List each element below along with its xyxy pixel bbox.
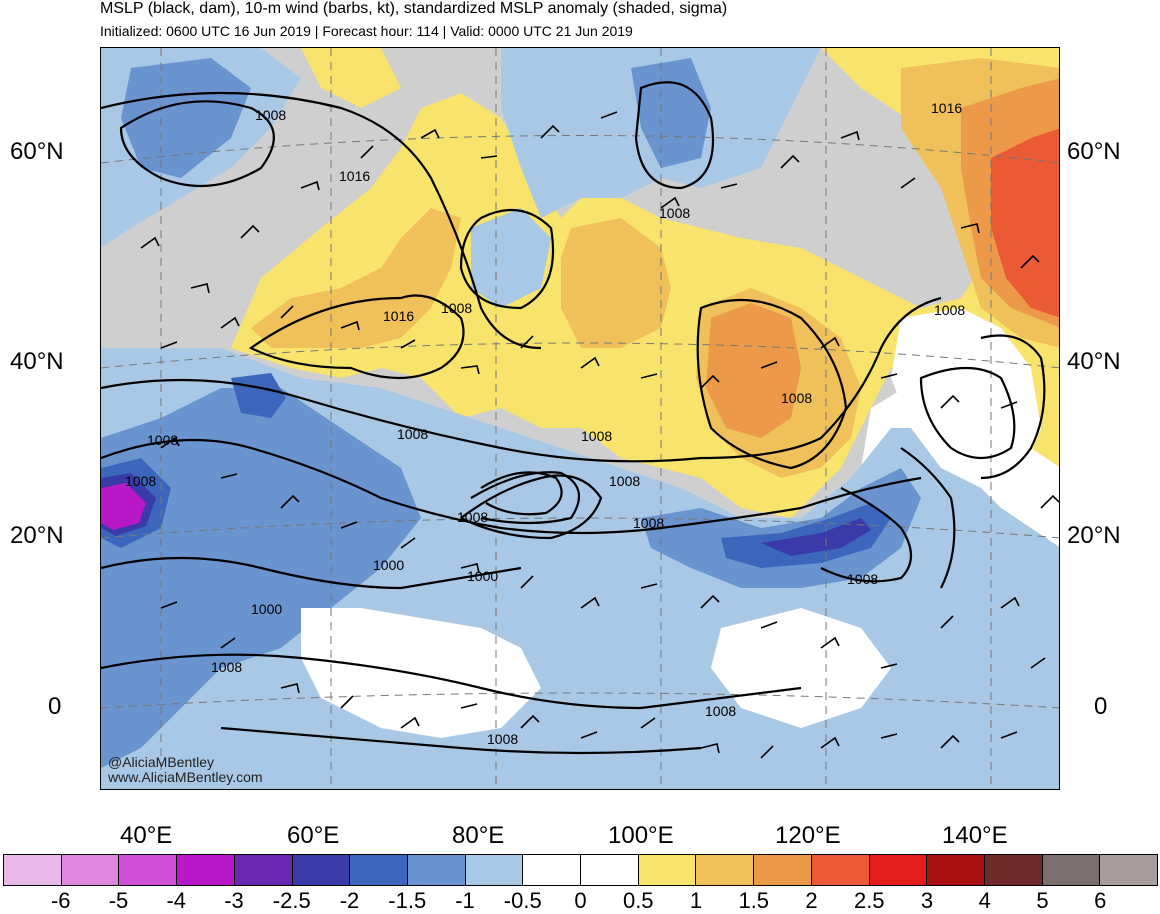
colorbar-cell bbox=[1042, 855, 1101, 885]
colorbar-cell bbox=[177, 855, 235, 885]
contour-label: 1008 bbox=[781, 390, 812, 406]
colorbar-cell bbox=[1100, 855, 1158, 885]
colorbar-cell bbox=[119, 855, 178, 885]
contour-label: 1000 bbox=[251, 601, 282, 617]
credit-handle: @AliciaMBentley bbox=[108, 754, 215, 770]
anomaly-negative-2-east bbox=[761, 518, 871, 556]
colorbar-tick-label: -3 bbox=[224, 888, 244, 913]
anomaly-negative-1-south bbox=[101, 388, 421, 768]
lat-label-right-60n: 60°N bbox=[1067, 138, 1121, 165]
lon-label-80e: 80°E bbox=[452, 822, 505, 849]
contour-label: 1008 bbox=[581, 428, 612, 444]
colorbar-tick-label: 4 bbox=[978, 888, 991, 913]
colorbar-tick-label: -0.5 bbox=[503, 888, 542, 913]
colorbar-cell bbox=[523, 855, 582, 885]
contour-label: 1008 bbox=[397, 426, 428, 442]
colorbar-cell bbox=[581, 855, 639, 885]
colorbar-cell bbox=[407, 855, 466, 885]
colorbar-cell bbox=[465, 855, 524, 885]
lat-label-right-40n: 40°N bbox=[1067, 348, 1121, 375]
lat-label-left-0: 0 bbox=[48, 693, 62, 720]
colorbar-tick-label: 6 bbox=[1094, 888, 1107, 913]
credit-website: www.AliciaMBentley.com bbox=[108, 769, 263, 785]
colorbar-cell bbox=[927, 855, 985, 885]
contour-label: 1008 bbox=[441, 300, 472, 316]
anomaly-neutral-zone bbox=[301, 608, 541, 738]
colorbar-tick-label: 0 bbox=[574, 888, 587, 913]
lon-label-100e: 100°E bbox=[608, 822, 674, 849]
contour-label: 1008 bbox=[705, 703, 736, 719]
colorbar-cell bbox=[984, 855, 1043, 885]
colorbar-cell bbox=[234, 855, 293, 885]
anomaly-negative-1-east bbox=[641, 468, 921, 588]
colorbar-tick-label: -5 bbox=[108, 888, 129, 913]
colorbar-tick-label: 1.5 bbox=[738, 888, 770, 913]
contour-label: 1008 bbox=[125, 473, 156, 489]
colorbar-tick-label: -1 bbox=[455, 888, 475, 913]
lon-label-120e: 120°E bbox=[775, 822, 841, 849]
anomaly-neutral-zone-east bbox=[891, 308, 1041, 488]
map-canvas: 1008 1016 1008 1016 1008 1016 1008 1008 … bbox=[101, 48, 1059, 789]
lat-label-right-0: 0 bbox=[1094, 693, 1108, 720]
contour-label: 1008 bbox=[633, 515, 664, 531]
colorbar-tick-label: -4 bbox=[166, 888, 187, 913]
colorbar-cell bbox=[811, 855, 870, 885]
wind-barbs bbox=[140, 111, 1059, 759]
contour-label: 1008 bbox=[934, 302, 965, 318]
colorbar-cell bbox=[292, 855, 351, 885]
colorbar-tick-label: -2.5 bbox=[272, 888, 311, 913]
anomaly-negative-3-west bbox=[101, 483, 146, 530]
colorbar-cell bbox=[638, 855, 697, 885]
colorbar-cell bbox=[4, 855, 62, 885]
contour-label: 1000 bbox=[373, 557, 404, 573]
contour-label: 1008 bbox=[487, 731, 518, 747]
colorbar-cell bbox=[696, 855, 755, 885]
lon-label-140e: 140°E bbox=[942, 822, 1008, 849]
lon-label-60e: 60°E bbox=[287, 822, 340, 849]
colorbar-tick-label: 3 bbox=[920, 888, 934, 913]
contour-labels: 1008 1016 1008 1016 1008 1016 1008 1008 … bbox=[125, 100, 965, 747]
contour-label: 1008 bbox=[609, 473, 640, 489]
contour-label: 1016 bbox=[931, 100, 962, 116]
lat-label-left-40n: 40°N bbox=[10, 348, 64, 375]
colorbar-tick-label: 5 bbox=[1036, 888, 1049, 913]
anomaly-negative-0_5-low bbox=[471, 208, 551, 308]
lat-label-left-60n: 60°N bbox=[10, 138, 64, 165]
colorbar-tick-label: -6 bbox=[50, 888, 71, 913]
colorbar-cell bbox=[61, 855, 120, 885]
anomaly-positive-1-b bbox=[561, 218, 671, 348]
contour-label: 1008 bbox=[147, 432, 178, 448]
colorbar-cell bbox=[350, 855, 408, 885]
contour-label: 1008 bbox=[659, 205, 690, 221]
contour-label: 1000 bbox=[467, 568, 498, 584]
colorbar-tick-label: -2 bbox=[339, 888, 360, 913]
contour-label: 1016 bbox=[383, 308, 414, 324]
contour-label: 1008 bbox=[457, 509, 488, 525]
map-title: MSLP (black, dam), 10-m wind (barbs, kt)… bbox=[100, 0, 728, 17]
contour-label: 1008 bbox=[255, 107, 286, 123]
lat-label-left-20n: 20°N bbox=[10, 522, 64, 549]
anomaly-positive-2 bbox=[991, 128, 1059, 318]
colorbar bbox=[3, 854, 1158, 886]
contour-label: 1008 bbox=[847, 571, 878, 587]
lat-label-right-20n: 20°N bbox=[1067, 522, 1121, 549]
colorbar-tick-label: 1 bbox=[689, 888, 703, 913]
contour-label: 1016 bbox=[339, 168, 370, 184]
map-subtitle: Initialized: 0600 UTC 16 Jun 2019 | Fore… bbox=[100, 23, 633, 39]
anomaly-positive-1 bbox=[251, 208, 461, 348]
colorbar-tick-label: 0.5 bbox=[622, 888, 654, 913]
colorbar-tick-label: -1.5 bbox=[388, 888, 427, 913]
graticule bbox=[101, 48, 1059, 789]
colorbar-cell bbox=[754, 855, 812, 885]
anomaly-positive-1_5 bbox=[706, 303, 801, 438]
colorbar-tick-label: 2.5 bbox=[853, 888, 885, 913]
anomaly-negative-1-nw bbox=[121, 58, 251, 178]
lon-label-40e: 40°E bbox=[120, 822, 173, 849]
weather-map: 1008 1016 1008 1016 1008 1016 1008 1008 … bbox=[100, 47, 1060, 790]
colorbar-cell bbox=[869, 855, 928, 885]
colorbar-tick-label: 2 bbox=[805, 888, 818, 913]
isobars bbox=[101, 81, 1046, 755]
contour-label: 1008 bbox=[211, 659, 242, 675]
anomaly-positive-0_5-north bbox=[301, 48, 401, 108]
